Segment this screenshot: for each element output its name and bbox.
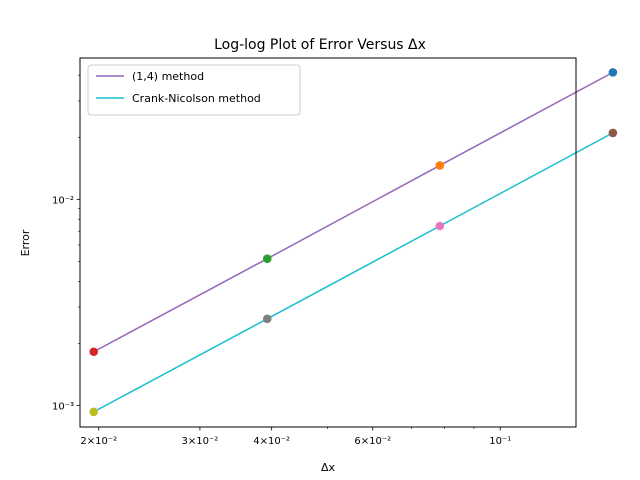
legend-entry-label: (1,4) method [132,70,204,83]
x-axis-label: Δx [321,461,336,474]
series-line-1 [93,132,614,413]
legend-box [87,64,301,116]
chart-title: Log-log Plot of Error Versus Δx [214,37,426,53]
legend-entry-label: Crank-Nicolson method [132,92,261,105]
data-point-series-0 [89,347,99,357]
series-line-0 [93,71,614,353]
plot-frame [79,57,577,428]
y-tick-label: 10⁻² [52,195,74,206]
data-point-series-0 [608,68,618,77]
data-point-series-1 [608,128,618,138]
data-point-series-1 [435,221,445,231]
y-axis-label: Error [19,229,32,256]
y-tick-label: 10⁻³ [52,401,74,412]
data-point-series-0 [435,161,445,170]
x-tick-label: 4×10⁻² [253,436,290,447]
legend: (1,4) method Crank-Nicolson method [87,64,301,116]
x-tick-label: 3×10⁻² [182,436,219,447]
data-point-series-1 [262,314,272,324]
x-tick-label: 6×10⁻² [354,436,391,447]
data-point-series-0 [262,254,272,263]
x-tick-label: 2×10⁻² [80,436,117,447]
x-tick-label: 10⁻¹ [489,436,511,447]
data-point-series-1 [89,407,99,417]
